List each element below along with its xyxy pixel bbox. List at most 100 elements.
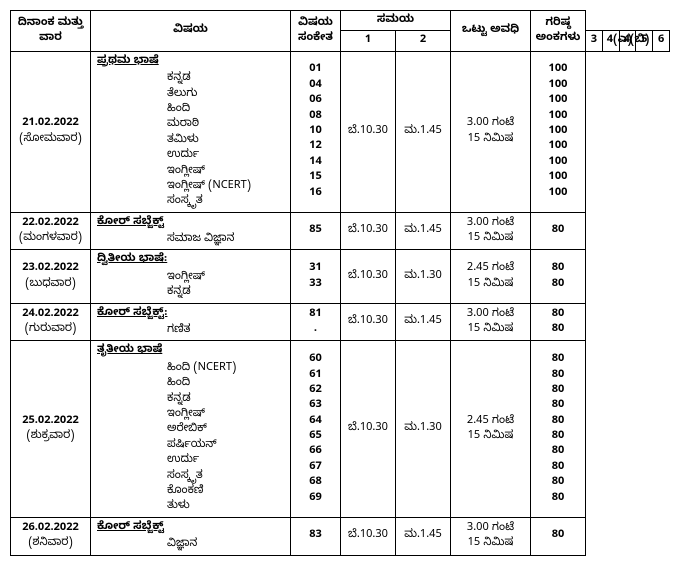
marks-value: 80 [535,223,581,238]
subject-heading: ಕೋರ್ ಸಬ್ಜೆಕ್ಟ್ [97,215,164,230]
subject-item: ಗಣಿತ [167,323,190,338]
time-end-cell: ಮ.1.30 [396,250,451,303]
time-end-cell: ಮ.1.45 [396,303,451,341]
marks-value: 100 [535,109,581,124]
subject-item: ಸಮಾಜ ವಿಜ್ಞಾನ [167,232,234,247]
code-value: 85 [295,223,336,238]
time-start-cell: ಬೆ.10.30 [341,212,396,250]
code-cell: 81. [291,303,341,341]
subject-item: ಹಿಂದಿ [167,102,251,117]
code-value: . [295,322,336,337]
marks-value: 100 [535,93,581,108]
date-cell: 22.02.2022(ಮಂಗಳವಾರ) [11,212,91,250]
code-value: 60 [295,352,336,367]
subject-item: ಇಂಗ್ಲೀಷ್ [167,407,236,422]
code-value: 83 [295,528,336,543]
subject-item: ಕನ್ನಡ [167,285,205,300]
table-row: 24.02.2022(ಗುರುವಾರ)ಕೋರ್ ಸಬ್ಜೆಕ್ಟ್:ಗಣಿತ81… [11,303,670,341]
marks-value: 80 [535,398,581,413]
subject-item: ತೆಲುಗು [167,87,251,102]
hdr-duration: ಒಟ್ಟು ಅವಧಿ [451,11,531,52]
marks-cell: 80808080808080808080 [531,341,586,517]
marks-cell: 8080 [531,250,586,303]
hdr-date: ದಿನಾಂಕ ಮತ್ತು ವಾರ [11,11,91,52]
marks-value: 80 [535,368,581,383]
marks-value: 100 [535,155,581,170]
subject-item: ಕನ್ನಡ [167,392,236,407]
subject-heading: ದ್ವಿತೀಯ ಭಾಷೆ: [97,252,167,267]
hdr-n3: 3 [586,31,603,51]
table-row: 22.02.2022(ಮಂಗಳವಾರ) ಕೋರ್ ಸಬ್ಜೆಕ್ಟ್ಸಮಾಜ ವಿ… [11,212,670,250]
subject-heading: ಕೋರ್ ಸಬ್ಜೆಕ್ಟ್: [97,306,167,321]
marks-value: 80 [535,322,581,337]
subject-item: ಹಿಂದಿ (NCERT) [167,361,236,376]
date-cell: 21.02.2022(ಸೋಮವಾರ) [11,51,91,212]
code-value: 31 [295,261,336,276]
code-value: 08 [295,109,336,124]
time-start-cell: ಬೆ.10.30 [341,517,396,555]
code-value: 65 [295,429,336,444]
time-start-cell: ಬೆ.10.30 [341,303,396,341]
duration-cell: 3.00 ಗಂಟೆ15 ನಿಮಿಷ [451,303,531,341]
marks-cell: 100100100100100100100100100 [531,51,586,212]
subject-item: ತುಳು [167,499,236,514]
subject-item: ಕನ್ನಡ [167,71,251,86]
subject-item: ಉರ್ದು [167,148,251,163]
subject-item: ಸಂಸ್ಕೃತ [167,469,236,484]
date-cell: 26.02.2022(ಶನಿವಾರ) [11,517,91,555]
subject-cell: ಕೋರ್ ಸಬ್ಜೆಕ್ಟ್ವಿಜ್ಞಾನ [91,517,291,555]
subject-item: ಹಿಂದಿ [167,376,236,391]
subject-cell: ಪ್ರಥಮ ಭಾಷೆಕನ್ನಡತೆಲುಗುಹಿಂದಿಮರಾಠಿತಮಿಳುಉರ್ದ… [91,51,291,212]
table-row: 25.02.2022(ಶುಕ್ರವಾರ)ತೃತೀಯ ಭಾಷೆಹಿಂದಿ (NCE… [11,341,670,517]
subject-cell: ಕೋರ್ ಸಬ್ಜೆಕ್ಟ್:ಗಣಿತ [91,303,291,341]
duration-cell: 2.45 ಗಂಟೆ15 ನಿಮಿಷ [451,341,531,517]
subject-cell: ತೃತೀಯ ಭಾಷೆಹಿಂದಿ (NCERT)ಹಿಂದಿಕನ್ನಡಇಂಗ್ಲೀಷ… [91,341,291,517]
hdr-n6: 6 [653,31,670,51]
hdr-marks: ಗರಿಷ್ಠ ಅಂಕಗಳು [531,11,586,52]
marks-value: 80 [535,491,581,506]
marks-cell: 80 [531,517,586,555]
time-end-cell: ಮ.1.30 [396,341,451,517]
code-value: 67 [295,460,336,475]
timetable: ದಿನಾಂಕ ಮತ್ತು ವಾರ ವಿಷಯ ವಿಷಯ ಸಂಕೇತ ಸಮಯ ಒಟ್… [10,10,670,556]
subject-heading: ಕೋರ್ ಸಬ್ಜೆಕ್ಟ್ [97,520,164,535]
code-value: 15 [295,170,336,185]
marks-cell: 80 [531,212,586,250]
date-cell: 23.02.2022(ಬುಧವಾರ) [11,250,91,303]
subject-item: ಇಂಗ್ಲೀಷ್ [167,164,251,179]
marks-value: 80 [535,414,581,429]
subject-item: ವಿಜ್ಞಾನ [167,537,197,552]
code-cell: 83 [291,517,341,555]
time-start-cell: ಬೆ.10.30 [341,51,396,212]
hdr-time: ಸಮಯ [341,11,451,31]
subject-item: ಮರಾಠಿ [167,117,251,132]
code-value: 62 [295,383,336,398]
marks-value: 80 [535,444,581,459]
marks-value: 80 [535,475,581,490]
marks-value: 80 [535,429,581,444]
marks-value: 80 [535,460,581,475]
time-start-cell: ಬೆ.10.30 [341,250,396,303]
table-row: 26.02.2022(ಶನಿವಾರ)ಕೋರ್ ಸಬ್ಜೆಕ್ಟ್ವಿಜ್ಞಾನ8… [11,517,670,555]
marks-value: 80 [535,528,581,543]
time-end-cell: ಮ.1.45 [396,212,451,250]
subject-item: ಪರ್ಷಿಯನ್ [167,438,236,453]
marks-value: 100 [535,78,581,93]
marks-value: 100 [535,62,581,77]
subject-item: ತಮಿಳು [167,133,251,148]
code-value: 10 [295,124,336,139]
subject-cell: ದ್ವಿತೀಯ ಭಾಷೆ:ಇಂಗ್ಲೀಷ್ಕನ್ನಡ [91,250,291,303]
code-value: 01 [295,62,336,77]
code-cell: 60616263646566676869 [291,341,341,517]
duration-cell: 3.00 ಗಂಟೆ15 ನಿಮಿಷ [451,212,531,250]
marks-value: 100 [535,170,581,185]
subject-item: ಇಂಗ್ಲೀಷ್ [167,270,205,285]
marks-value: 80 [535,352,581,367]
duration-cell: 3.00 ಗಂಟೆ15 ನಿಮಿಷ [451,51,531,212]
hdr-code: ವಿಷಯ ಸಂಕೇತ [291,11,341,52]
marks-cell: 8080 [531,303,586,341]
table-row: 23.02.2022(ಬುಧವಾರ)ದ್ವಿತೀಯ ಭಾಷೆ:ಇಂಗ್ಲೀಷ್ಕ… [11,250,670,303]
marks-value: 100 [535,124,581,139]
code-value: 66 [295,444,336,459]
code-value: 64 [295,414,336,429]
